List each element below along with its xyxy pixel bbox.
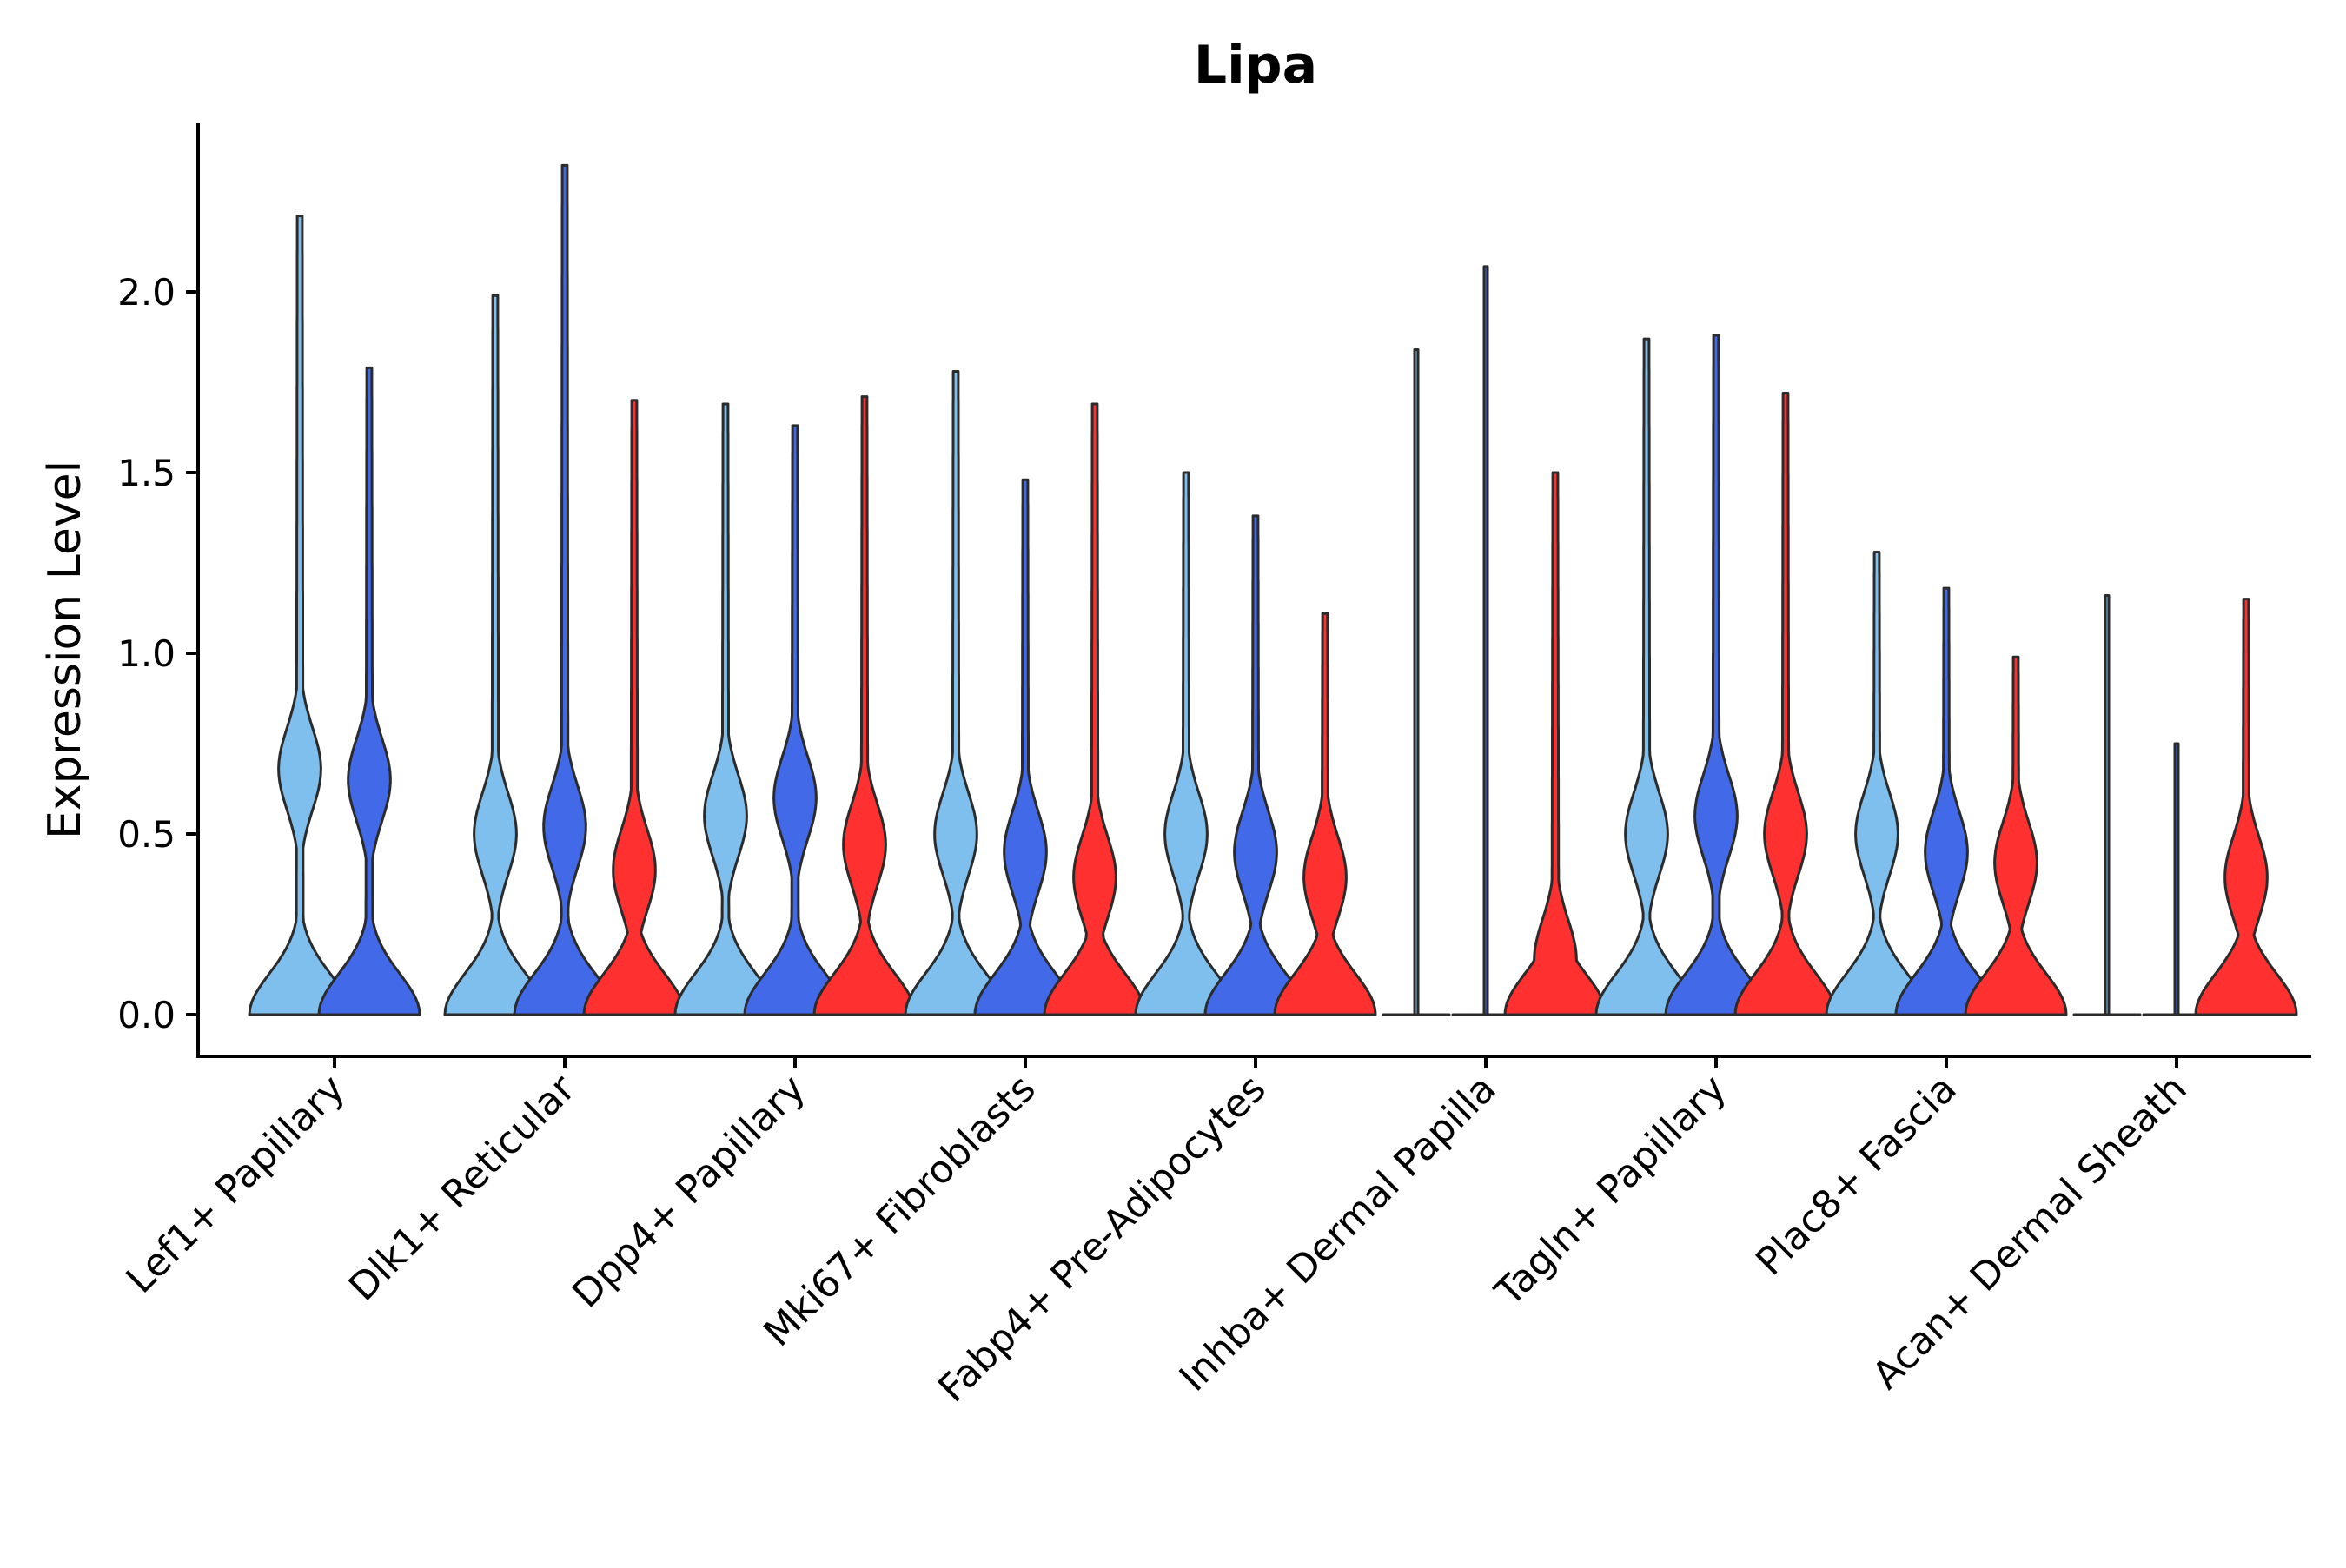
y-tick-label: 0.5 (117, 813, 176, 856)
y-axis-label: Expression Level (39, 460, 91, 839)
y-tick-label: 0.0 (117, 994, 176, 1036)
violin-7-2 (1964, 655, 2068, 1016)
violin-5-1 (1451, 265, 1521, 1016)
violin-5-2 (1503, 471, 1607, 1016)
violin-8-0 (2072, 593, 2142, 1016)
violins-layer (248, 163, 2298, 1016)
x-category-label: Plac8+ Fascia (1747, 1067, 1965, 1285)
violin-2-2 (812, 395, 917, 1016)
violin-3-0 (904, 370, 1008, 1016)
x-category-label: Dlk1+ Reticular (341, 1066, 585, 1310)
violin-8-1 (2142, 742, 2211, 1016)
violin-3-2 (1043, 402, 1147, 1016)
violin-5-0 (1382, 348, 1451, 1016)
violin-4-0 (1134, 471, 1238, 1016)
violin-2-0 (673, 402, 778, 1016)
violin-6-0 (1594, 337, 1699, 1016)
violin-0-0 (248, 215, 352, 1016)
violin-1-2 (582, 399, 686, 1016)
y-tick-label: 2.0 (117, 271, 176, 314)
violin-3-1 (973, 478, 1077, 1016)
violin-7-0 (1825, 551, 1929, 1016)
y-tick-label: 1.0 (117, 632, 176, 675)
x-category-label: Lef1+ Papillary (118, 1067, 354, 1302)
violin-6-1 (1664, 334, 1768, 1016)
violin-2-1 (743, 424, 847, 1016)
violin-1-1 (513, 163, 617, 1016)
violin-4-1 (1203, 514, 1308, 1016)
violin-0-1 (317, 366, 421, 1016)
x-category-label: Dpp4+ Papillary (564, 1067, 814, 1317)
violin-6-2 (1733, 392, 1838, 1016)
violin-8-2 (2194, 598, 2298, 1016)
violin-1-0 (443, 294, 547, 1016)
y-tick-label: 1.5 (117, 452, 176, 494)
x-category-label: Tagln+ Papillary (1487, 1067, 1735, 1315)
violin-4-2 (1273, 612, 1377, 1016)
chart-title: Lipa (1194, 35, 1317, 96)
violin-7-1 (1894, 586, 1998, 1016)
